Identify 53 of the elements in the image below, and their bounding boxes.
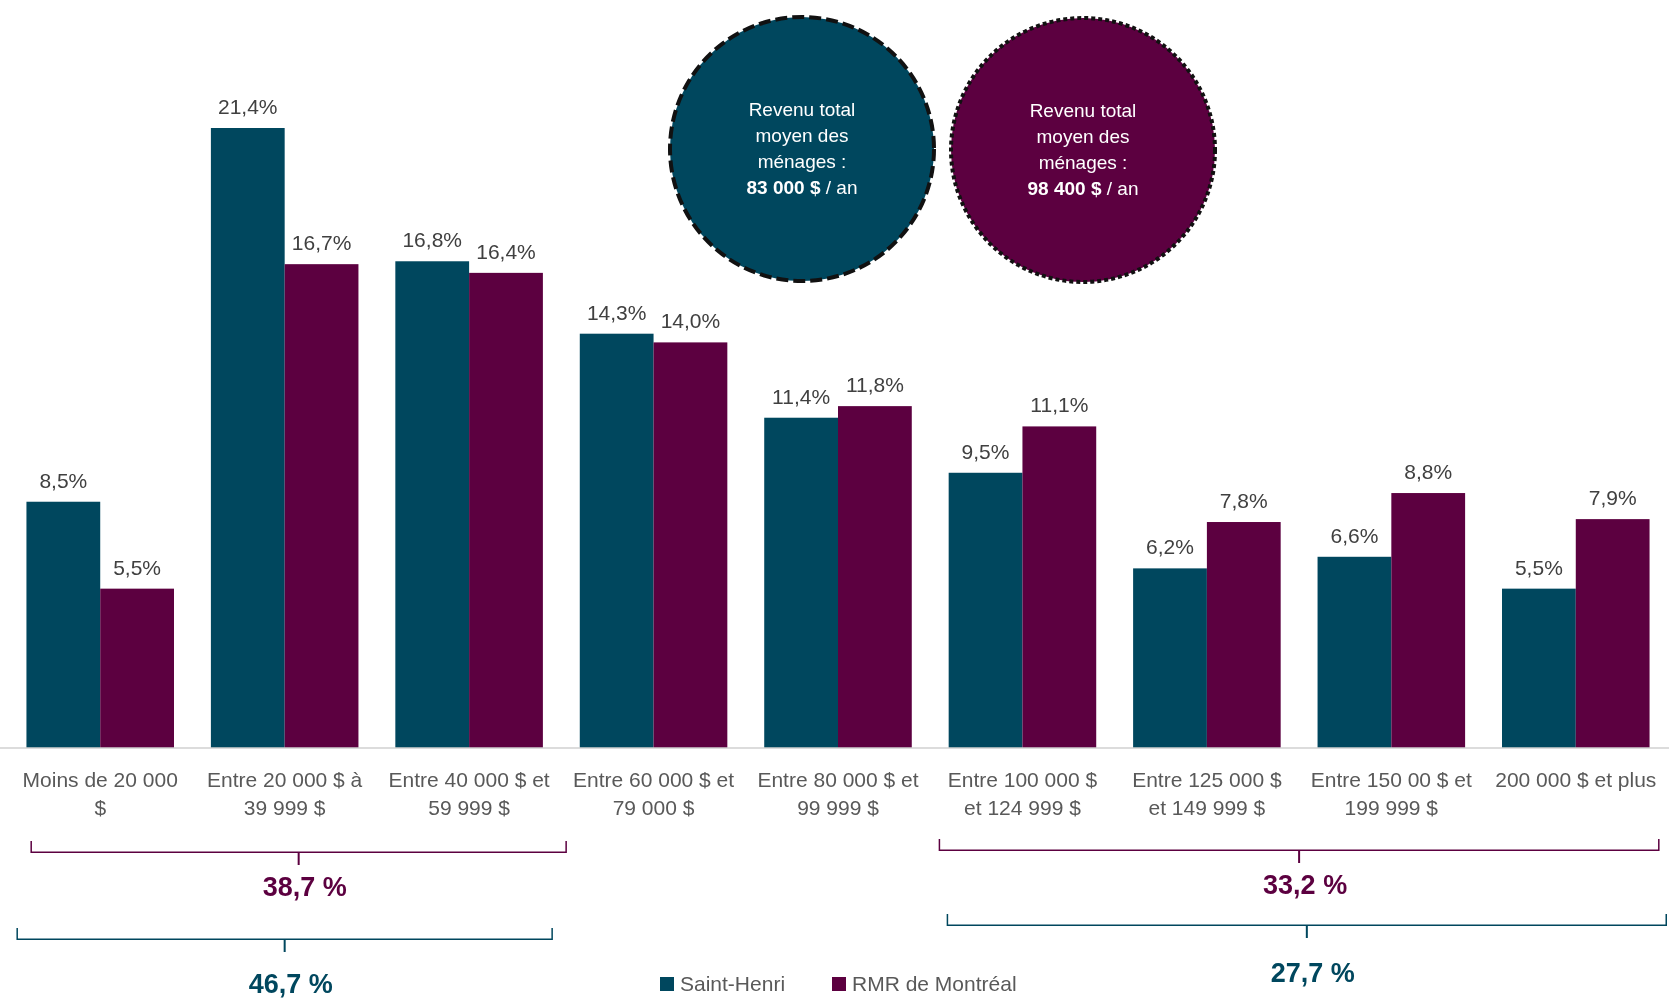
data-label: 14,3% — [586, 300, 647, 324]
legend-label: RMR de Montréal — [852, 972, 1017, 995]
bar — [1575, 519, 1650, 748]
data-label: 16,4% — [476, 239, 536, 263]
bar — [1317, 556, 1392, 748]
data-label: 16,7% — [291, 231, 352, 255]
x-tick-label: Entre 20 000 $ à 39 999 $ — [207, 768, 363, 819]
text: 46,7 % — [248, 969, 333, 999]
x-tick-label: Entre 125 000 $ et 149 999 $ — [1132, 768, 1282, 819]
bar — [764, 417, 838, 748]
x-tick-label: Moins de 20 000 $ — [22, 768, 178, 819]
bar — [579, 333, 654, 748]
bar — [1133, 568, 1207, 748]
text: 38,7 % — [262, 872, 347, 902]
bar — [26, 501, 101, 748]
data-label: 6,2% — [1146, 535, 1194, 559]
data-label: 11,1% — [1030, 393, 1089, 417]
bar — [1502, 588, 1576, 748]
x-tick-label: Entre 80 000 $ et 99 999 $ — [757, 768, 919, 819]
text: 33,2 % — [1263, 870, 1348, 900]
data-label: 9,5% — [961, 439, 1010, 463]
data-label: 14,0% — [660, 309, 721, 333]
legend-label: Saint-Henri — [680, 972, 786, 995]
data-label: 5,5% — [1514, 555, 1563, 579]
data-label: 11,4% — [772, 384, 831, 408]
bar — [284, 264, 359, 748]
bar — [469, 272, 543, 748]
bar — [395, 261, 470, 748]
x-tick-label: Entre 150 00 $ et 199 999 $ — [1310, 768, 1473, 819]
x-tick-label: Entre 40 000 $ et 59 999 $ — [388, 768, 550, 819]
data-label: 5,5% — [113, 555, 162, 579]
bar — [838, 406, 912, 748]
data-label: 7,9% — [1588, 486, 1637, 510]
text: Revenu total moyen des ménages : 83 000 $ / an — [746, 99, 858, 198]
bar — [653, 342, 728, 748]
data-label: 7,8% — [1219, 489, 1268, 513]
data-label: 8,5% — [39, 468, 88, 492]
data-label: 11,8% — [845, 373, 904, 397]
data-label: 16,8% — [402, 228, 462, 252]
bar — [948, 472, 1023, 748]
text: Revenu total moyen des ménages : 98 400 $ / an — [1027, 100, 1139, 199]
data-label: 21,4% — [218, 95, 278, 118]
x-tick-label: 200 000 $ et plus — [1495, 768, 1657, 791]
x-tick-label: Entre 100 000 $ et 124 999 $ — [947, 768, 1098, 819]
data-label: 8,8% — [1404, 460, 1453, 484]
bar — [210, 128, 285, 748]
text: 27,7 % — [1270, 958, 1355, 988]
x-tick-label: Entre 60 000 $ et 79 000 $ — [572, 768, 735, 819]
bar — [100, 588, 174, 748]
data-label: 6,6% — [1330, 523, 1379, 547]
bar — [1206, 522, 1281, 748]
bar — [1022, 426, 1097, 748]
bar — [1391, 493, 1466, 748]
